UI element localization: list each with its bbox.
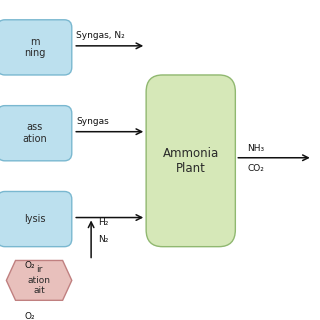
Text: ir
ation
ait: ir ation ait: [28, 266, 51, 295]
FancyBboxPatch shape: [0, 106, 72, 161]
Text: Ammonia
Plant: Ammonia Plant: [163, 147, 219, 175]
FancyBboxPatch shape: [146, 75, 235, 247]
Polygon shape: [6, 260, 72, 300]
Text: Syngas, N₂: Syngas, N₂: [76, 31, 125, 40]
Text: ass
ation: ass ation: [22, 123, 47, 144]
FancyBboxPatch shape: [0, 20, 72, 75]
Text: m
ning: m ning: [24, 36, 45, 58]
Text: O₂: O₂: [24, 312, 35, 320]
Text: lysis: lysis: [24, 214, 45, 224]
Text: N₂: N₂: [99, 235, 109, 244]
Text: Syngas: Syngas: [76, 117, 109, 126]
Text: O₂: O₂: [24, 261, 35, 270]
FancyBboxPatch shape: [0, 191, 72, 247]
Text: H₂: H₂: [99, 218, 109, 227]
Text: NH₃: NH₃: [247, 144, 264, 153]
Text: CO₂: CO₂: [247, 164, 264, 172]
